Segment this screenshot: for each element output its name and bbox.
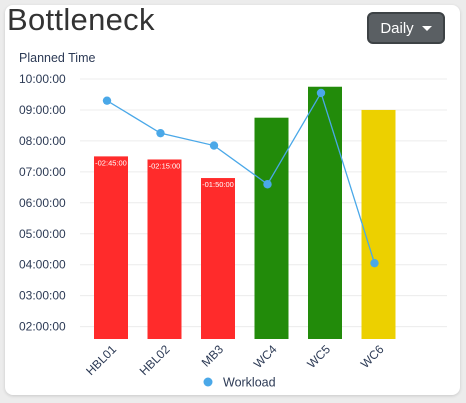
y-tick-label: 06:00:00 xyxy=(19,196,66,210)
bar-hbl02[interactable] xyxy=(147,159,182,339)
page-title: Bottleneck xyxy=(7,2,155,37)
y-tick-label: 04:00:00 xyxy=(19,258,66,272)
workload-point[interactable] xyxy=(102,96,112,105)
y-tick-label: 05:00:00 xyxy=(19,227,66,241)
y-axis-label: Planned Time xyxy=(19,51,95,65)
bar-wc4[interactable] xyxy=(254,117,289,339)
y-tick-label: 07:00:00 xyxy=(19,165,66,179)
workload-line xyxy=(106,91,376,264)
bar-mb3[interactable] xyxy=(201,178,235,339)
bar-value-label: -01:50:00 xyxy=(202,180,234,189)
bar-value-label: -02:15:00 xyxy=(149,161,181,170)
workload-point[interactable] xyxy=(156,128,165,138)
bar-value-label: -02:45:00 xyxy=(95,158,127,167)
y-tick-label: 03:00:00 xyxy=(19,289,66,303)
x-tick-label: MB3 xyxy=(199,342,227,370)
workload-point[interactable] xyxy=(209,141,219,150)
workload-point[interactable] xyxy=(263,180,272,189)
y-tick-label: 10:00:00 xyxy=(19,72,66,86)
caret-down-icon xyxy=(421,25,432,31)
legend-label[interactable]: Workload xyxy=(223,376,276,390)
bar-wc5[interactable] xyxy=(308,86,342,339)
period-dropdown-label: Daily xyxy=(380,19,414,37)
x-tick-label: HBL02 xyxy=(137,342,173,378)
x-tick-label: HBL01 xyxy=(83,342,119,378)
bar-hbl01[interactable] xyxy=(94,156,128,339)
bar-wc6[interactable] xyxy=(361,109,396,339)
y-tick-label: 09:00:00 xyxy=(19,103,66,117)
x-tick-label: WC6 xyxy=(358,342,387,371)
x-tick-label: WC5 xyxy=(304,342,333,371)
x-tick-label: WC4 xyxy=(251,342,280,371)
period-dropdown[interactable]: Daily xyxy=(367,12,445,44)
workload-point[interactable] xyxy=(370,258,379,268)
workload-point[interactable] xyxy=(316,88,326,98)
y-tick-label: 08:00:00 xyxy=(19,134,66,148)
y-tick-label: 02:00:00 xyxy=(19,320,66,334)
legend-marker xyxy=(203,377,213,387)
